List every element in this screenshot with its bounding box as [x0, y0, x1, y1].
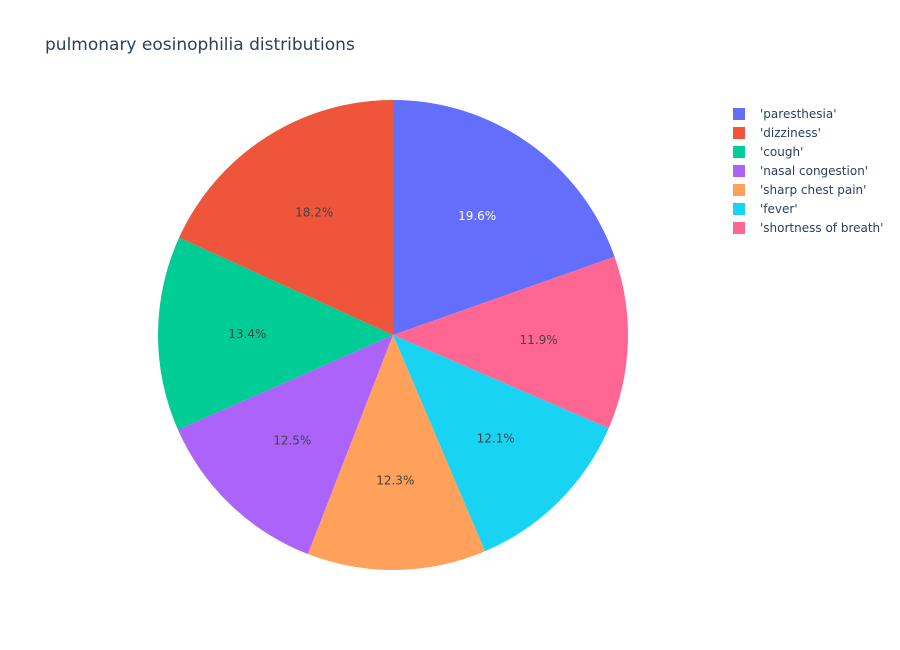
- legend-swatch: [733, 203, 745, 215]
- pie-slice[interactable]: [307, 335, 485, 570]
- legend-item[interactable]: 'dizziness': [733, 126, 821, 140]
- legend: 'paresthesia' 'dizziness' 'cough' 'nasal co…: [733, 107, 883, 235]
- legend-item[interactable]: 'nasal congestion': [733, 164, 868, 178]
- legend-swatch: [733, 165, 745, 177]
- legend-label: 'nasal congestion': [760, 164, 868, 178]
- legend-label: 'cough': [760, 145, 803, 159]
- pie-slice[interactable]: [177, 335, 393, 555]
- legend-item[interactable]: 'fever': [733, 202, 798, 216]
- legend-swatch: [733, 127, 745, 139]
- pie-slice-labels: 19.6% 11.9% 12.1% 12.3% 12.5% 13.4% 18.2%: [228, 205, 557, 487]
- slice-percent-label: 13.4%: [228, 327, 266, 341]
- pie-slice[interactable]: [393, 256, 628, 429]
- legend-swatch: [733, 222, 745, 234]
- legend-swatch: [733, 184, 745, 196]
- slice-percent-label: 12.3%: [376, 474, 414, 488]
- legend-item[interactable]: 'sharp chest pain': [733, 183, 866, 197]
- legend-swatch: [733, 146, 745, 158]
- pie-slice[interactable]: [157, 237, 393, 430]
- legend-swatch: [733, 108, 745, 120]
- slice-percent-label: 12.1%: [477, 431, 515, 445]
- pie-slice[interactable]: [179, 100, 393, 335]
- pie-slices: [157, 100, 628, 570]
- legend-label: 'dizziness': [760, 126, 821, 140]
- legend-item[interactable]: 'cough': [733, 145, 803, 159]
- legend-label: 'fever': [760, 202, 798, 216]
- pie-slice[interactable]: [393, 335, 609, 552]
- legend-item[interactable]: 'paresthesia': [733, 107, 837, 121]
- pie-slice[interactable]: [393, 100, 615, 335]
- slice-percent-label: 12.5%: [273, 433, 311, 447]
- legend-item[interactable]: 'shortness of breath': [733, 221, 883, 235]
- slice-percent-label: 11.9%: [520, 333, 558, 347]
- legend-label: 'shortness of breath': [760, 221, 883, 235]
- slice-percent-label: 19.6%: [458, 209, 496, 223]
- chart-title: pulmonary eosinophilia distributions: [45, 35, 355, 55]
- slice-percent-label: 18.2%: [295, 205, 333, 219]
- legend-label: 'paresthesia': [760, 107, 837, 121]
- legend-label: 'sharp chest pain': [760, 183, 866, 197]
